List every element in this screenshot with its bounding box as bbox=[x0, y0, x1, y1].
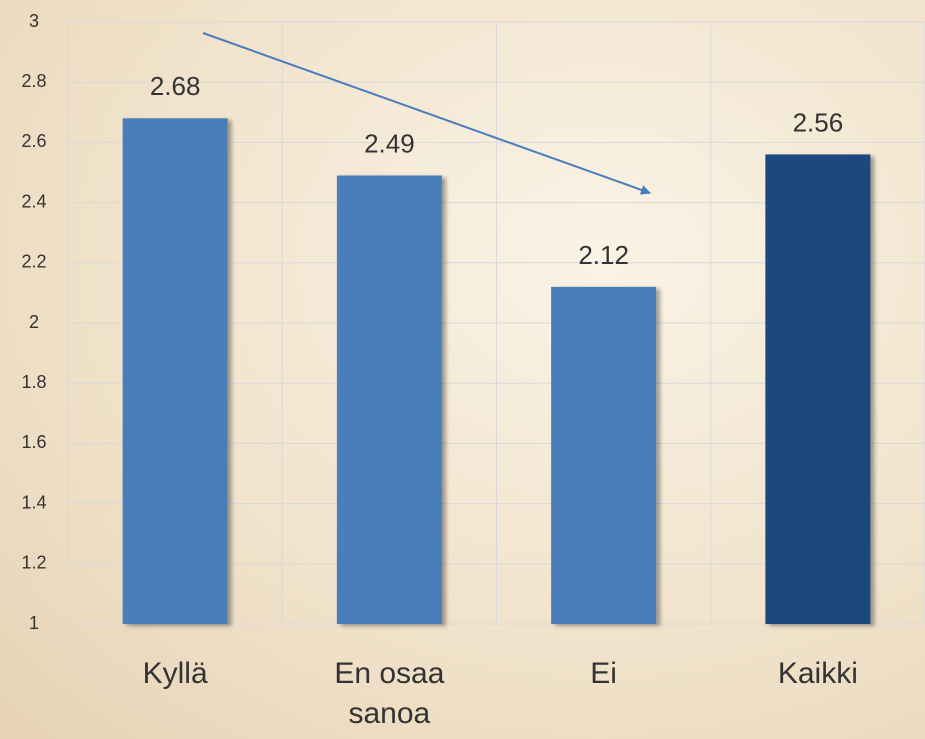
x-tick-label: Ei bbox=[590, 657, 617, 690]
y-tick-label: 2.8 bbox=[21, 71, 46, 91]
data-label: 2.56 bbox=[793, 107, 844, 137]
y-tick-label: 3 bbox=[29, 11, 39, 31]
y-tick-label: 1.6 bbox=[21, 432, 46, 452]
y-tick-label: 1.2 bbox=[21, 553, 46, 573]
bar bbox=[122, 118, 228, 624]
bar bbox=[551, 286, 657, 624]
trend-arrow bbox=[202, 32, 651, 195]
x-tick-label: En osaa sanoa bbox=[334, 657, 445, 730]
y-tick-label: 1 bbox=[29, 613, 39, 633]
y-tick-label: 1.4 bbox=[21, 492, 46, 512]
y-tick-label: 2.6 bbox=[21, 131, 46, 151]
y-tick-label: 2.4 bbox=[21, 191, 46, 211]
y-tick-label: 1.8 bbox=[21, 372, 46, 392]
bars: 2.68 2.49 2.12 2.56 bbox=[122, 71, 871, 624]
x-tick-label: Kaikki bbox=[777, 657, 858, 690]
data-label: 2.49 bbox=[364, 128, 415, 158]
bar bbox=[336, 175, 442, 624]
x-tick-label: Kyllä bbox=[142, 657, 208, 690]
data-label: 2.12 bbox=[578, 240, 629, 270]
bar bbox=[765, 154, 871, 624]
data-label: 2.68 bbox=[150, 71, 201, 101]
y-tick-label: 2.2 bbox=[21, 252, 46, 272]
y-tick-label: 2 bbox=[29, 312, 39, 332]
